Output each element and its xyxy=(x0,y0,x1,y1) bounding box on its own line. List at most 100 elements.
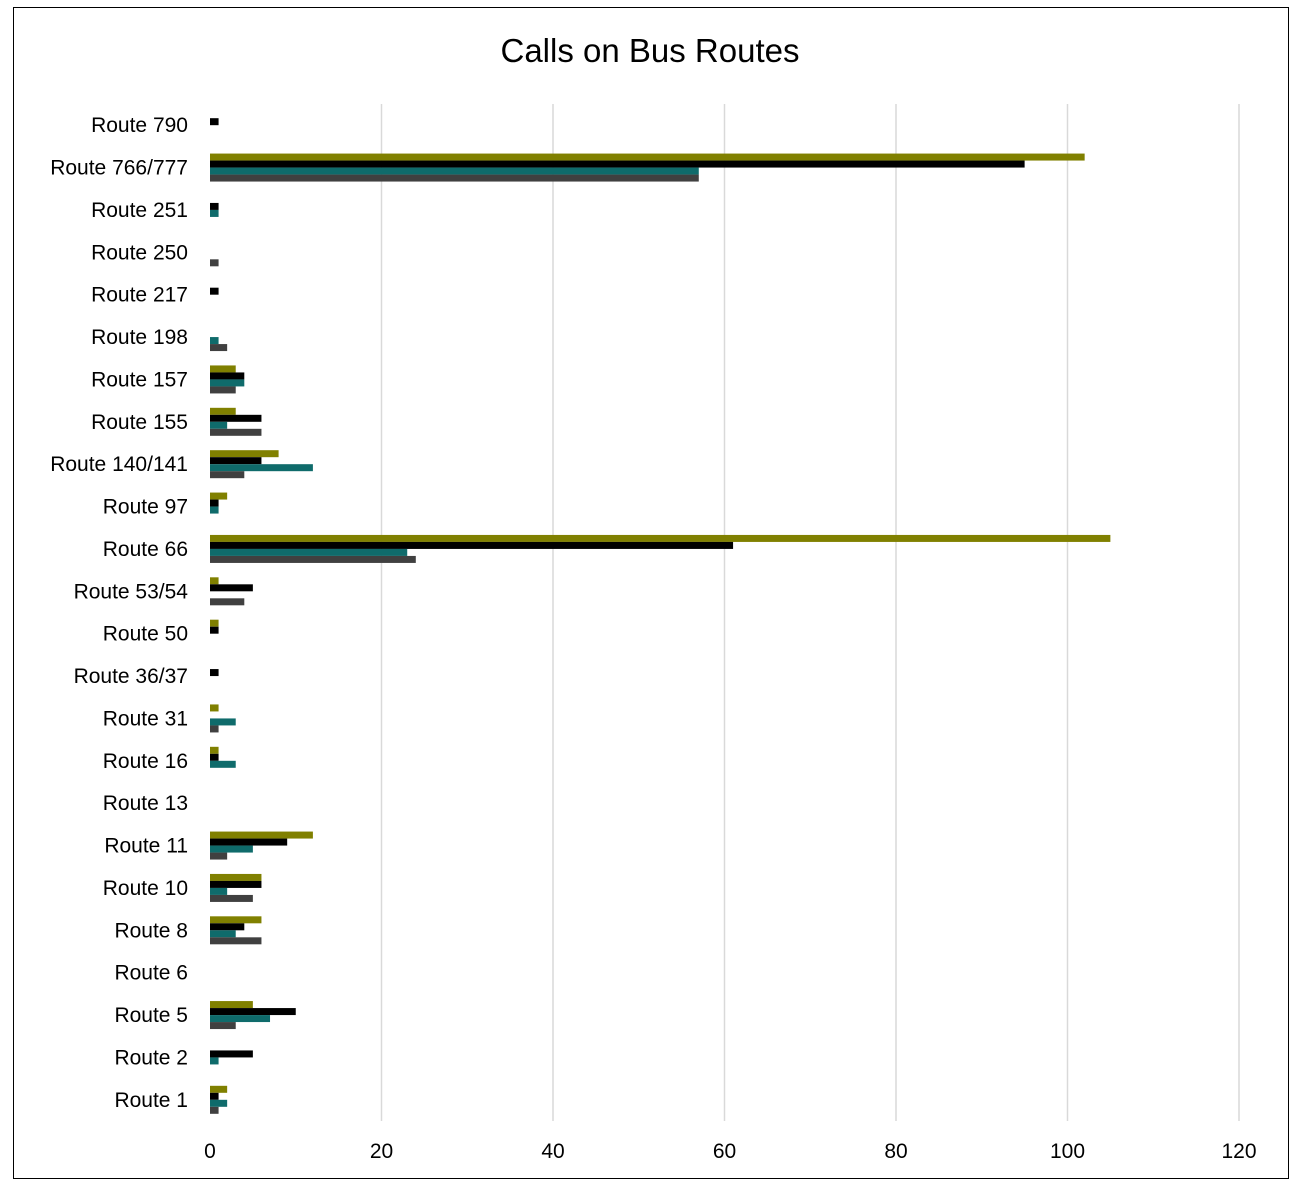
bar xyxy=(210,471,245,479)
bar xyxy=(210,450,279,458)
bar xyxy=(210,880,262,888)
bar xyxy=(210,619,219,627)
category-label: Route 97 xyxy=(103,496,188,519)
bar xyxy=(210,1092,219,1100)
bar xyxy=(210,118,219,126)
bar xyxy=(210,1057,219,1065)
bar xyxy=(210,1106,219,1114)
bar xyxy=(210,421,228,429)
bar xyxy=(210,704,219,712)
bar xyxy=(210,831,313,839)
bar xyxy=(210,407,236,415)
bar xyxy=(210,209,219,217)
category-label: Route 2 xyxy=(114,1046,188,1069)
category-label: Route 140/141 xyxy=(50,453,188,476)
bar xyxy=(210,1050,253,1058)
bar xyxy=(210,923,245,931)
x-tick-label: 40 xyxy=(541,1140,564,1163)
category-label: Route 36/37 xyxy=(74,665,188,688)
bar xyxy=(210,506,219,514)
bar xyxy=(210,937,262,945)
category-label: Route 16 xyxy=(103,750,188,773)
category-label: Route 251 xyxy=(91,199,188,222)
x-tick-label: 120 xyxy=(1221,1140,1256,1163)
category-label: Route 1 xyxy=(114,1089,188,1112)
x-tick-label: 20 xyxy=(370,1140,393,1163)
category-label: Route 790 xyxy=(91,114,188,137)
category-label: Route 13 xyxy=(103,792,188,815)
gridlines xyxy=(380,104,1240,1121)
category-label: Route 155 xyxy=(91,411,188,434)
bar xyxy=(210,464,313,472)
bar xyxy=(210,894,253,902)
category-label: Route 250 xyxy=(91,241,188,264)
bar xyxy=(210,534,1111,542)
bar xyxy=(210,160,1025,168)
category-label: Route 8 xyxy=(114,919,188,942)
category-label: Route 766/777 xyxy=(50,157,188,180)
category-label: Route 157 xyxy=(91,368,188,391)
bar xyxy=(210,344,228,352)
bar xyxy=(210,414,262,422)
bar xyxy=(210,753,219,761)
bar xyxy=(210,838,288,846)
bar xyxy=(210,1022,236,1030)
bar xyxy=(210,202,219,210)
bar xyxy=(210,365,236,373)
bar xyxy=(210,153,1085,161)
bar xyxy=(210,760,236,768)
bar xyxy=(210,386,236,394)
bars xyxy=(210,118,1111,1114)
x-tick-label: 80 xyxy=(884,1140,907,1163)
category-label: Route 6 xyxy=(114,962,188,985)
bar xyxy=(210,584,253,592)
category-label: Route 217 xyxy=(91,284,188,307)
bar xyxy=(210,499,219,507)
category-label: Route 53/54 xyxy=(74,580,189,603)
bar xyxy=(210,259,219,267)
bar xyxy=(210,916,262,924)
bar xyxy=(210,852,228,860)
bar xyxy=(210,541,734,549)
bar xyxy=(210,887,228,895)
bar xyxy=(210,845,253,853)
x-tick-label: 100 xyxy=(1050,1140,1085,1163)
bar xyxy=(210,337,219,345)
bar xyxy=(210,626,219,634)
bar xyxy=(210,174,699,182)
bar xyxy=(210,1001,253,1009)
chart-frame xyxy=(13,7,1289,1179)
bar xyxy=(210,457,262,465)
bar xyxy=(210,1099,228,1107)
bar xyxy=(210,930,236,938)
bar xyxy=(210,555,416,563)
category-label: Route 5 xyxy=(114,1004,188,1027)
bar xyxy=(210,1008,296,1016)
bar xyxy=(210,725,219,733)
chart-title: Calls on Bus Routes xyxy=(501,32,800,69)
bar xyxy=(210,746,219,754)
bar xyxy=(210,167,699,175)
x-tick-label: 0 xyxy=(204,1140,216,1163)
category-label: Route 11 xyxy=(104,835,188,858)
bar xyxy=(210,1085,228,1093)
bar xyxy=(210,492,228,500)
x-tick-label: 60 xyxy=(713,1140,736,1163)
bar xyxy=(210,287,219,295)
category-label: Route 50 xyxy=(103,623,188,646)
bar xyxy=(210,873,262,881)
bar xyxy=(210,718,236,726)
x-axis-tick-labels: 0 20 40 60 80 100 120 xyxy=(204,1140,1256,1163)
category-labels: Route 790 Route 766/777 Route 251 Route 250… xyxy=(50,114,188,1112)
bar xyxy=(210,379,245,387)
bar xyxy=(210,577,219,585)
bar xyxy=(210,548,408,556)
bar xyxy=(210,428,262,436)
bar xyxy=(210,598,245,606)
bar xyxy=(210,1015,271,1023)
category-label: Route 198 xyxy=(91,326,188,349)
category-label: Route 31 xyxy=(103,707,188,730)
category-label: Route 66 xyxy=(103,538,188,561)
bar xyxy=(210,669,219,677)
